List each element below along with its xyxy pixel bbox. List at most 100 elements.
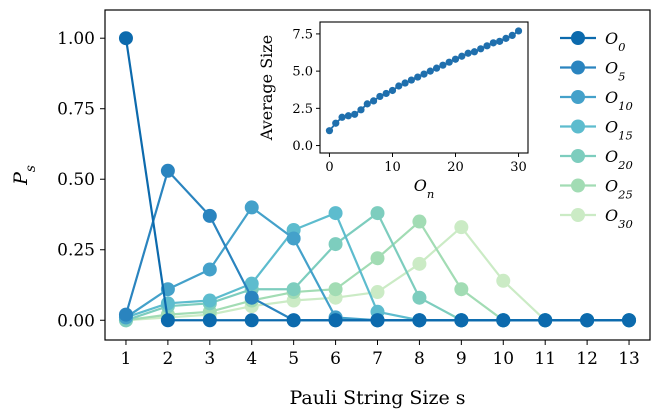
x-tick-label: 11 xyxy=(534,349,556,369)
inset-x-tick-label: 20 xyxy=(447,160,464,175)
inset-data-point xyxy=(496,37,504,45)
legend-item-O20: O20 xyxy=(560,147,633,172)
inset-data-point xyxy=(477,45,485,53)
inset-x-axis-title-base: O xyxy=(414,176,427,195)
inset-x-tick-label: 30 xyxy=(510,160,527,175)
inset-data-point xyxy=(325,127,334,135)
legend-label-O20: O20 xyxy=(605,147,633,172)
data-point-O20 xyxy=(370,206,385,221)
inset-data-point xyxy=(502,34,510,42)
inset-data-point xyxy=(395,82,403,90)
inset-plot: 0 10 20 30 0.0 2.5 5.0 7.5 Average Size On xyxy=(257,12,540,205)
data-point-O0 xyxy=(202,313,217,328)
inset-data-point xyxy=(351,110,359,118)
y-tick-label: 0.00 xyxy=(57,311,95,331)
inset-y-axis-title: Average Size xyxy=(257,35,276,141)
legend-label-O10: O10 xyxy=(605,88,633,113)
data-point-O10 xyxy=(286,231,301,246)
legend-marker-O10 xyxy=(571,90,585,104)
inset-data-point xyxy=(483,42,491,50)
legend-label-O30-base: O xyxy=(605,206,618,225)
data-point-O0 xyxy=(328,313,343,328)
legend-label-O10-sub: 10 xyxy=(618,99,633,113)
inset-data-point xyxy=(433,64,441,72)
legend-item-O10: O10 xyxy=(560,88,633,113)
inset-data-point xyxy=(420,70,428,78)
legend-label-O15-sub: 15 xyxy=(618,129,633,143)
inset-x-tick-label: 10 xyxy=(384,160,401,175)
data-point-O30 xyxy=(370,285,385,300)
x-tick-label: 9 xyxy=(456,349,467,369)
inset-data-point xyxy=(382,89,390,98)
inset-data-point xyxy=(357,106,365,114)
data-point-O0 xyxy=(244,313,259,328)
data-point-O20 xyxy=(286,282,301,297)
legend-marker-O0 xyxy=(571,31,585,45)
legend-item-O5: O5 xyxy=(560,59,625,84)
x-tick-label: 7 xyxy=(372,349,383,369)
legend-label-O5-sub: 5 xyxy=(618,70,625,84)
x-axis-title: Pauli String Size s xyxy=(289,387,465,409)
inset-data-point xyxy=(388,86,397,95)
inset-data-point xyxy=(489,39,497,47)
legend-label-O15: O15 xyxy=(605,118,633,143)
data-point-O0 xyxy=(580,313,595,328)
inset-data-point xyxy=(344,112,352,120)
inset-y-tick-label: 0.0 xyxy=(292,139,313,154)
y-axis-title: Ps xyxy=(10,165,39,186)
data-point-O0 xyxy=(538,313,553,328)
data-point-O0 xyxy=(412,313,427,328)
x-tick-label: 1 xyxy=(121,349,132,369)
data-point-O15 xyxy=(328,206,343,221)
inset-data-point xyxy=(514,27,523,35)
data-point-O25 xyxy=(328,282,343,297)
inset-data-point xyxy=(376,92,384,101)
legend-label-O25: O25 xyxy=(605,177,633,202)
inset-y-tick-label: 2.5 xyxy=(292,102,313,117)
data-point-O0 xyxy=(118,31,133,46)
y-tick-label: 1.00 xyxy=(57,29,95,49)
data-point-O0 xyxy=(286,313,301,328)
inset-data-point xyxy=(508,31,516,39)
legend-label-O20-sub: 20 xyxy=(617,158,633,172)
data-point-O10 xyxy=(244,200,259,215)
legend-label-O30-sub: 30 xyxy=(618,217,633,231)
y-tick-label: 0.50 xyxy=(57,170,95,190)
main-plot: 1 2 3 4 5 6 7 8 9 10 11 12 130.000.250.500.751.00Pau… xyxy=(10,9,651,409)
inset-x-axis-title: On xyxy=(414,176,435,201)
legend-marker-O5 xyxy=(571,60,585,75)
data-point-O5 xyxy=(202,208,217,223)
legend-label-O0-base: O xyxy=(605,29,618,48)
x-tick-label: 4 xyxy=(246,349,257,369)
legend-label-O25-base: O xyxy=(605,177,618,196)
y-axis-title-base: P xyxy=(10,171,32,186)
data-point-O5 xyxy=(244,290,259,305)
x-tick-label: 6 xyxy=(330,349,341,369)
data-point-O15 xyxy=(202,293,217,308)
data-point-O15 xyxy=(160,296,175,311)
inset-data-point xyxy=(407,76,415,84)
inset-x-tick-label: 0 xyxy=(325,160,333,175)
inset-data-point xyxy=(363,100,371,108)
data-point-O0 xyxy=(622,313,637,328)
data-point-O25 xyxy=(370,251,385,266)
legend-item-O15: O15 xyxy=(560,118,633,143)
inset-data-point xyxy=(458,52,466,60)
inset-y-tick-label: 7.5 xyxy=(292,27,313,42)
x-tick-label: 10 xyxy=(492,349,514,369)
data-point-O0 xyxy=(370,313,385,328)
data-point-O30 xyxy=(496,273,511,288)
legend-item-O30: O30 xyxy=(560,206,633,231)
data-point-O25 xyxy=(412,214,427,229)
legend-label-O5: O5 xyxy=(605,59,625,84)
data-point-O20 xyxy=(328,237,343,252)
legend-label-O25-sub: 25 xyxy=(617,188,633,202)
legend-marker-O20 xyxy=(571,149,585,163)
inset-data-point xyxy=(464,49,472,57)
legend-item-O25: O25 xyxy=(560,177,633,202)
legend-marker-O25 xyxy=(571,178,585,193)
data-point-O0 xyxy=(160,313,175,328)
